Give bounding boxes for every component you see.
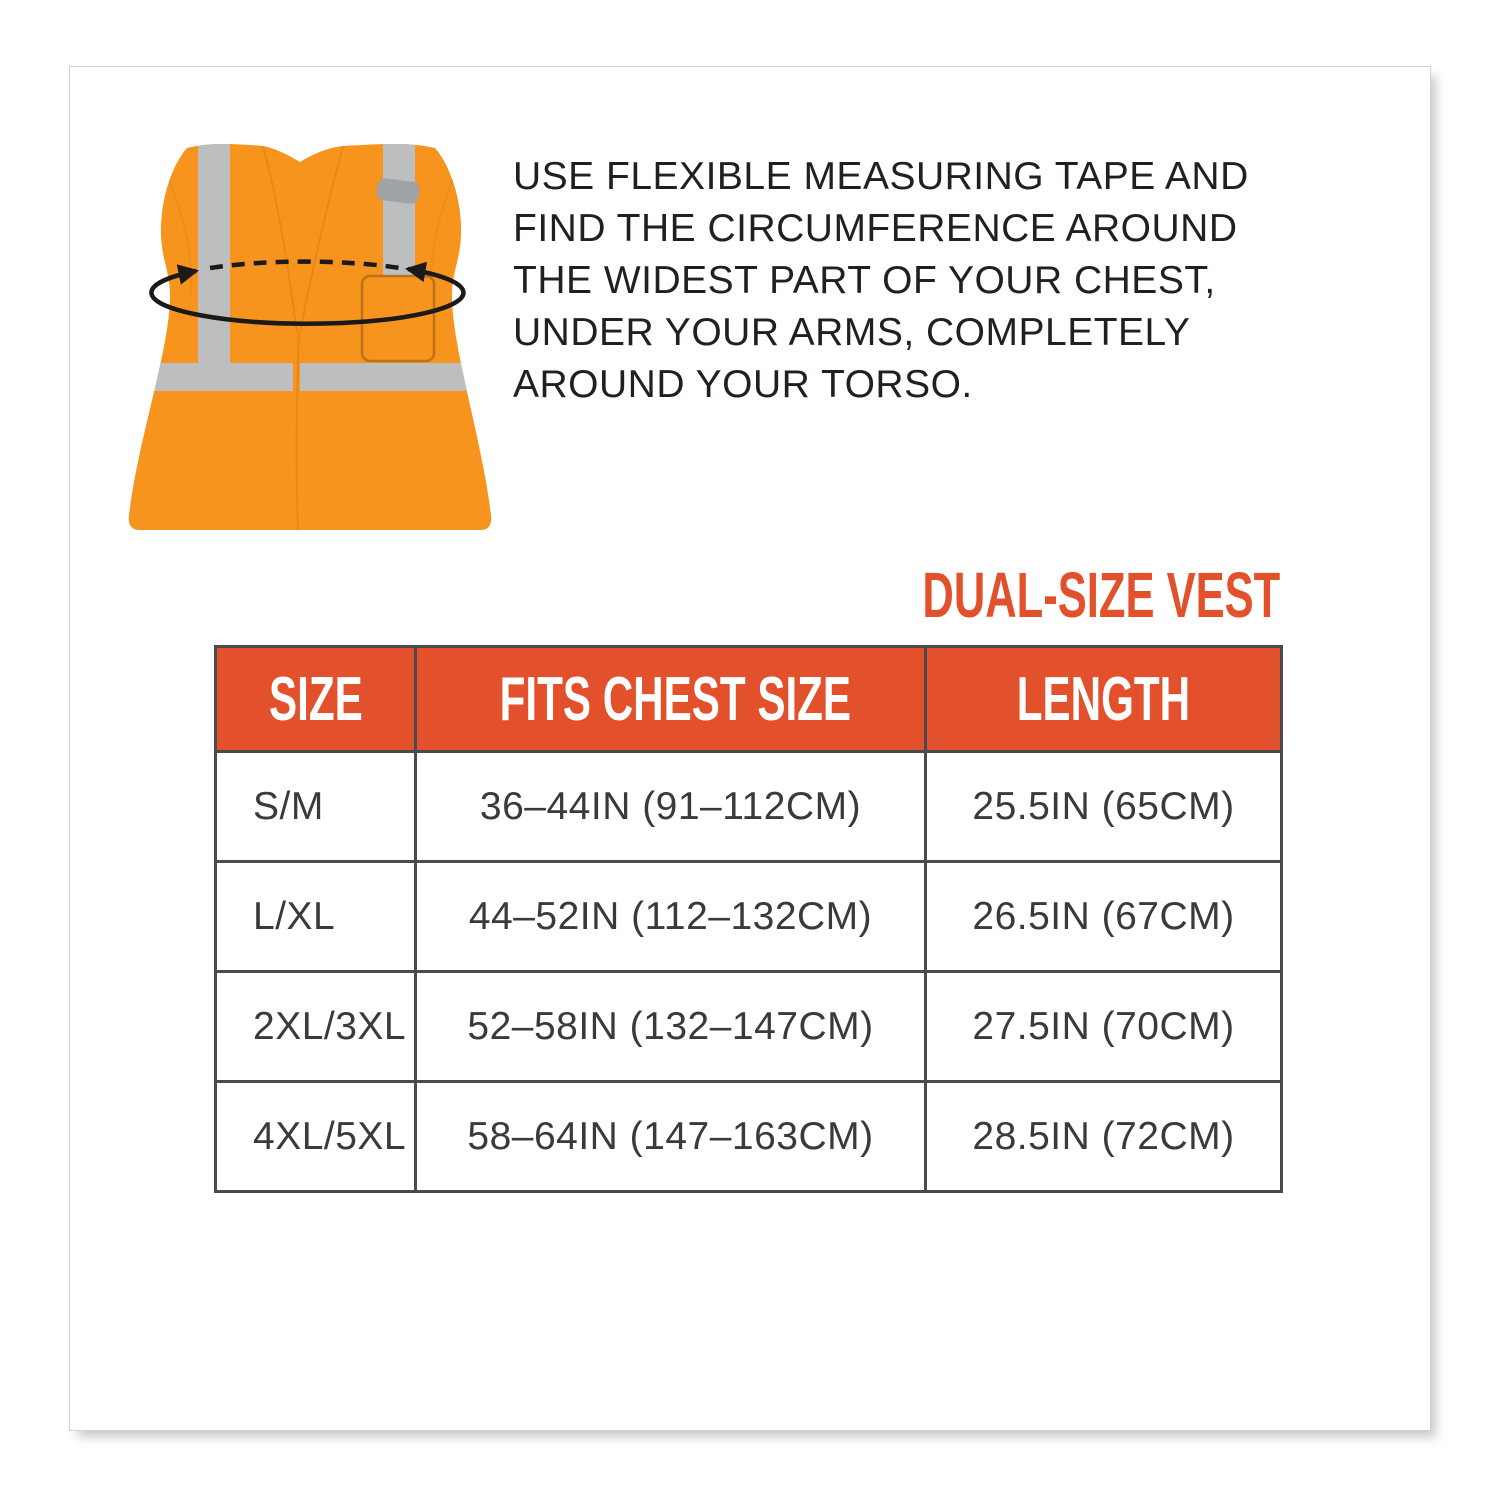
cell-chest: 58–64IN (147–163CM) — [414, 1080, 927, 1193]
col-header-length: LENGTH — [924, 645, 1283, 753]
cell-length: 25.5IN (65CM) — [924, 750, 1283, 863]
cell-length: 26.5IN (67CM) — [924, 860, 1283, 973]
table-row: 2XL/3XL 52–58IN (132–147CM) 27.5IN (70CM… — [214, 970, 1283, 1083]
safety-vest-icon — [128, 143, 492, 530]
tape-front-arc — [149, 261, 466, 326]
measurement-instructions: USE FLEXIBLE MEASURING TAPE AND FIND THE… — [513, 151, 1249, 411]
table-row: S/M 36–44IN (91–112CM) 25.5IN (65CM) — [214, 750, 1283, 863]
instruction-line: THE WIDEST PART OF YOUR CHEST, — [513, 259, 1216, 302]
table-title-text: DUAL-SIZE VEST — [922, 559, 1280, 631]
col-header-size-label: SIZE — [268, 664, 363, 734]
instruction-line: AROUND YOUR TORSO. — [513, 363, 973, 406]
size-chart-table: SIZE FITS CHEST SIZE LENGTH S/M 36–44IN … — [214, 645, 1283, 1193]
cell-chest: 52–58IN (132–147CM) — [414, 970, 927, 1083]
cell-length: 28.5IN (72CM) — [924, 1080, 1283, 1193]
safety-vest-illustration — [110, 130, 510, 540]
header-row: SIZE FITS CHEST SIZE LENGTH — [214, 645, 1283, 753]
table-row: 4XL/5XL 58–64IN (147–163CM) 28.5IN (72CM… — [214, 1080, 1283, 1193]
table-title: DUAL-SIZE VEST — [754, 558, 1280, 632]
cell-chest: 36–44IN (91–112CM) — [414, 750, 927, 863]
cell-length: 27.5IN (70CM) — [924, 970, 1283, 1083]
instruction-line: FIND THE CIRCUMFERENCE AROUND — [513, 207, 1238, 250]
instruction-line: UNDER YOUR ARMS, COMPLETELY — [513, 311, 1191, 354]
reflective-stripes — [128, 143, 492, 391]
table-row: L/XL 44–52IN (112–132CM) 26.5IN (67CM) — [214, 860, 1283, 973]
cell-size: 4XL/5XL — [214, 1080, 417, 1193]
col-header-chest: FITS CHEST SIZE — [414, 645, 927, 753]
instruction-line: USE FLEXIBLE MEASURING TAPE AND — [513, 155, 1249, 198]
measuring-tape-ellipse — [149, 259, 466, 326]
cell-size: L/XL — [214, 860, 417, 973]
cell-size: S/M — [214, 750, 417, 863]
cell-size: 2XL/3XL — [214, 970, 417, 1083]
vest-body — [128, 143, 492, 530]
cell-chest: 44–52IN (112–132CM) — [414, 860, 927, 973]
col-header-chest-label: FITS CHEST SIZE — [499, 664, 852, 734]
col-header-length-label: LENGTH — [1016, 664, 1191, 734]
tape-back-arc — [209, 259, 401, 271]
col-header-size: SIZE — [214, 645, 417, 753]
mic-tab — [376, 178, 420, 204]
